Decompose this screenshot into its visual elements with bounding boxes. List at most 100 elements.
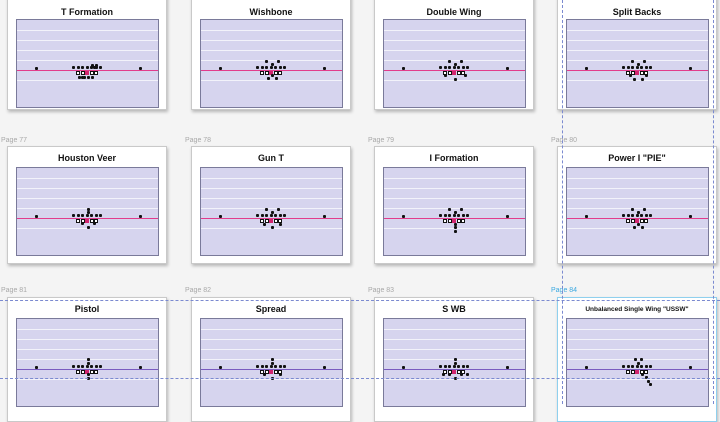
defender-marker [466,66,469,69]
receiver-marker [219,215,222,218]
center-marker [85,370,89,374]
defender-marker [99,66,102,69]
defender-marker [644,365,648,368]
formation-card[interactable]: Spread [191,297,351,422]
lineman-marker [264,219,269,223]
receiver-marker [219,67,222,70]
defender-marker [265,365,268,368]
player-marker [444,73,447,77]
page-label: Page 81 [1,287,28,294]
receiver-marker [506,366,509,369]
yard-line [201,178,342,179]
player-marker [634,358,637,362]
lineman-marker [461,219,465,223]
defender-marker [452,66,456,69]
formation-title: Split Backs [612,7,662,17]
player-marker [633,78,636,82]
formation-card[interactable]: Unbalanced Single Wing "USSW" [557,297,717,422]
yard-line [567,178,708,179]
center-marker [85,71,89,75]
defender-marker [274,66,277,69]
center-marker [269,219,273,223]
lineman-marker [456,71,461,75]
center-marker [85,219,89,223]
receiver-marker [35,67,38,70]
receiver-marker [139,215,142,218]
defender-marker [631,365,634,368]
defender-marker [631,66,634,69]
formation-card[interactable]: S WB [374,297,534,422]
defender-marker [649,66,652,69]
yard-line [17,30,158,31]
yard-line [567,40,708,41]
defender-marker [457,66,460,69]
player-marker [649,383,652,387]
yard-line [567,188,708,189]
player-marker [263,222,266,226]
player-marker [460,372,463,376]
lineman-marker [443,219,447,223]
formation-card[interactable]: Double Wing [374,0,534,110]
defender-marker [644,214,648,217]
yard-line [201,30,342,31]
defender-marker [99,365,102,368]
player-marker [83,76,86,80]
defender-marker [457,214,460,217]
defender-marker [443,214,447,217]
yard-line [567,80,708,81]
defender-marker [76,214,80,217]
player-marker [643,60,646,64]
lineman-marker [76,219,80,223]
player-marker [87,208,90,212]
yard-line [201,208,342,209]
yard-line [17,339,158,340]
lineman-marker [626,219,630,223]
defender-marker [283,365,286,368]
formation-card[interactable]: T Formation [7,0,167,110]
defender-marker [283,66,286,69]
player-marker [645,376,648,380]
yard-line [17,329,158,330]
field-diagram [16,167,159,256]
formation-card[interactable]: Gun T [191,146,351,264]
defender-marker [283,214,286,217]
defender-marker [81,214,84,217]
lineman-marker [264,370,269,374]
line-of-scrimmage [384,70,525,71]
yard-line [17,50,158,51]
field-diagram [383,318,526,407]
lineman-marker [639,219,644,223]
defender-marker [439,365,442,368]
defender-marker [635,214,639,217]
formation-card[interactable]: Power I "PIE" [557,146,717,264]
player-marker [271,358,274,362]
player-marker [637,361,640,365]
lineman-marker [94,219,98,223]
line-of-scrimmage [567,369,708,370]
defender-marker [466,214,469,217]
formation-title: Wishbone [249,7,293,17]
player-marker [448,208,451,212]
player-marker [454,62,457,66]
center-marker [269,370,273,374]
yard-line [17,60,158,61]
formation-card[interactable]: I Formation [374,146,534,264]
player-marker [631,60,634,64]
player-marker [87,358,90,362]
formation-card[interactable]: Houston Veer [7,146,167,264]
defender-marker [90,365,93,368]
yard-line [384,329,525,330]
yard-line [384,339,525,340]
formation-card[interactable]: Split Backs [557,0,717,110]
yard-line [567,208,708,209]
field-diagram [566,318,709,407]
receiver-marker [323,215,326,218]
lineman-marker [630,370,635,374]
formation-card[interactable]: Wishbone [191,0,351,110]
lineman-marker [461,71,465,75]
page-label: Page 83 [368,287,395,294]
lineman-marker [456,370,461,374]
formation-title: I Formation [429,153,479,163]
yard-line [567,50,708,51]
formation-card[interactable]: Pistol [7,297,167,422]
